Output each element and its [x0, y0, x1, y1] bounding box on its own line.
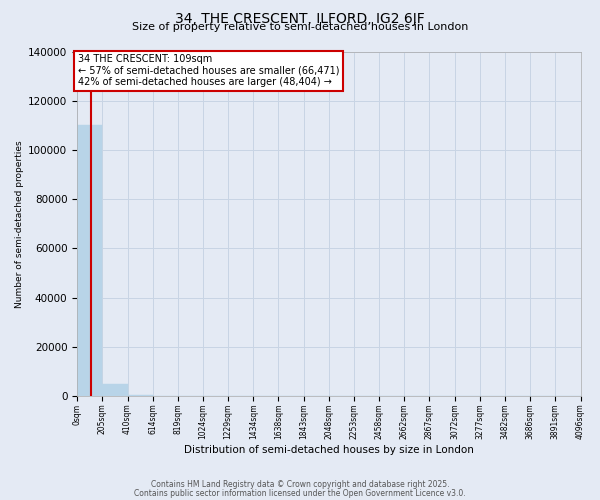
Text: 34, THE CRESCENT, ILFORD, IG2 6JF: 34, THE CRESCENT, ILFORD, IG2 6JF	[175, 12, 425, 26]
Bar	[103, 384, 128, 396]
Bar	[77, 126, 103, 396]
Text: 34 THE CRESCENT: 109sqm
← 57% of semi-detached houses are smaller (66,471)
42% o: 34 THE CRESCENT: 109sqm ← 57% of semi-de…	[78, 54, 339, 87]
Text: Size of property relative to semi-detached houses in London: Size of property relative to semi-detach…	[132, 22, 468, 32]
Text: Contains public sector information licensed under the Open Government Licence v3: Contains public sector information licen…	[134, 490, 466, 498]
X-axis label: Distribution of semi-detached houses by size in London: Distribution of semi-detached houses by …	[184, 445, 474, 455]
Bar	[128, 395, 152, 396]
Y-axis label: Number of semi-detached properties: Number of semi-detached properties	[15, 140, 24, 308]
Text: Contains HM Land Registry data © Crown copyright and database right 2025.: Contains HM Land Registry data © Crown c…	[151, 480, 449, 489]
